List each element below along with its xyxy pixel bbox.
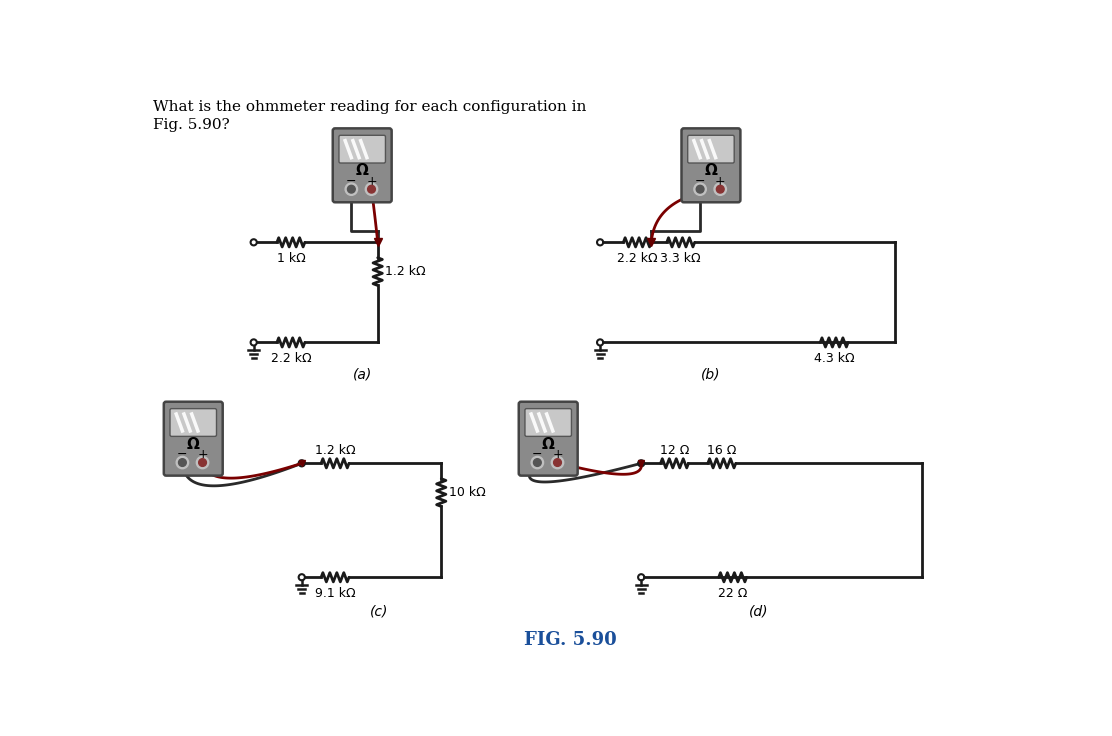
Circle shape xyxy=(368,185,376,193)
Text: −: − xyxy=(695,175,705,188)
Text: 12 Ω: 12 Ω xyxy=(659,444,689,457)
Text: Fig. 5.90?: Fig. 5.90? xyxy=(153,118,230,132)
Text: FIG. 5.90: FIG. 5.90 xyxy=(524,631,616,648)
Circle shape xyxy=(532,456,544,469)
Text: Ω: Ω xyxy=(187,436,200,452)
Text: What is the ohmmeter reading for each configuration in: What is the ohmmeter reading for each co… xyxy=(153,100,586,114)
Text: 9.1 kΩ: 9.1 kΩ xyxy=(315,587,356,601)
Text: 22 Ω: 22 Ω xyxy=(718,587,747,601)
Text: 2.2 kΩ: 2.2 kΩ xyxy=(617,252,657,266)
FancyBboxPatch shape xyxy=(163,402,222,475)
Circle shape xyxy=(554,459,562,467)
Text: (b): (b) xyxy=(702,368,721,382)
Text: +: + xyxy=(197,448,208,461)
FancyBboxPatch shape xyxy=(682,128,741,202)
Circle shape xyxy=(366,183,378,195)
Text: −: − xyxy=(533,448,543,461)
Circle shape xyxy=(347,185,355,193)
Text: (c): (c) xyxy=(370,605,388,619)
Text: −: − xyxy=(177,448,188,461)
FancyBboxPatch shape xyxy=(687,135,734,163)
FancyBboxPatch shape xyxy=(339,135,386,163)
Circle shape xyxy=(345,183,358,195)
Circle shape xyxy=(694,183,706,195)
FancyBboxPatch shape xyxy=(170,408,217,436)
Circle shape xyxy=(179,459,187,467)
Text: Ω: Ω xyxy=(356,163,369,178)
Circle shape xyxy=(552,456,564,469)
Text: 1 kΩ: 1 kΩ xyxy=(277,252,306,266)
Text: 10 kΩ: 10 kΩ xyxy=(449,486,486,499)
Text: +: + xyxy=(715,175,725,188)
FancyBboxPatch shape xyxy=(519,402,577,475)
Text: 16 Ω: 16 Ω xyxy=(707,444,736,457)
Text: 2.2 kΩ: 2.2 kΩ xyxy=(270,353,311,366)
Circle shape xyxy=(199,459,207,467)
Text: −: − xyxy=(346,175,357,188)
Text: (a): (a) xyxy=(353,368,371,382)
Text: +: + xyxy=(366,175,377,188)
Circle shape xyxy=(696,185,704,193)
Text: Ω: Ω xyxy=(542,436,555,452)
Text: 4.3 kΩ: 4.3 kΩ xyxy=(814,353,854,366)
Text: Ω: Ω xyxy=(705,163,717,178)
Text: 1.2 kΩ: 1.2 kΩ xyxy=(386,265,426,278)
Circle shape xyxy=(176,456,189,469)
Text: +: + xyxy=(553,448,563,461)
Circle shape xyxy=(716,185,724,193)
Text: 3.3 kΩ: 3.3 kΩ xyxy=(661,252,701,266)
FancyBboxPatch shape xyxy=(332,128,391,202)
Circle shape xyxy=(197,456,209,469)
Text: (d): (d) xyxy=(749,605,768,619)
Circle shape xyxy=(714,183,726,195)
Circle shape xyxy=(534,459,542,467)
Text: 1.2 kΩ: 1.2 kΩ xyxy=(315,444,356,457)
FancyBboxPatch shape xyxy=(525,408,572,436)
